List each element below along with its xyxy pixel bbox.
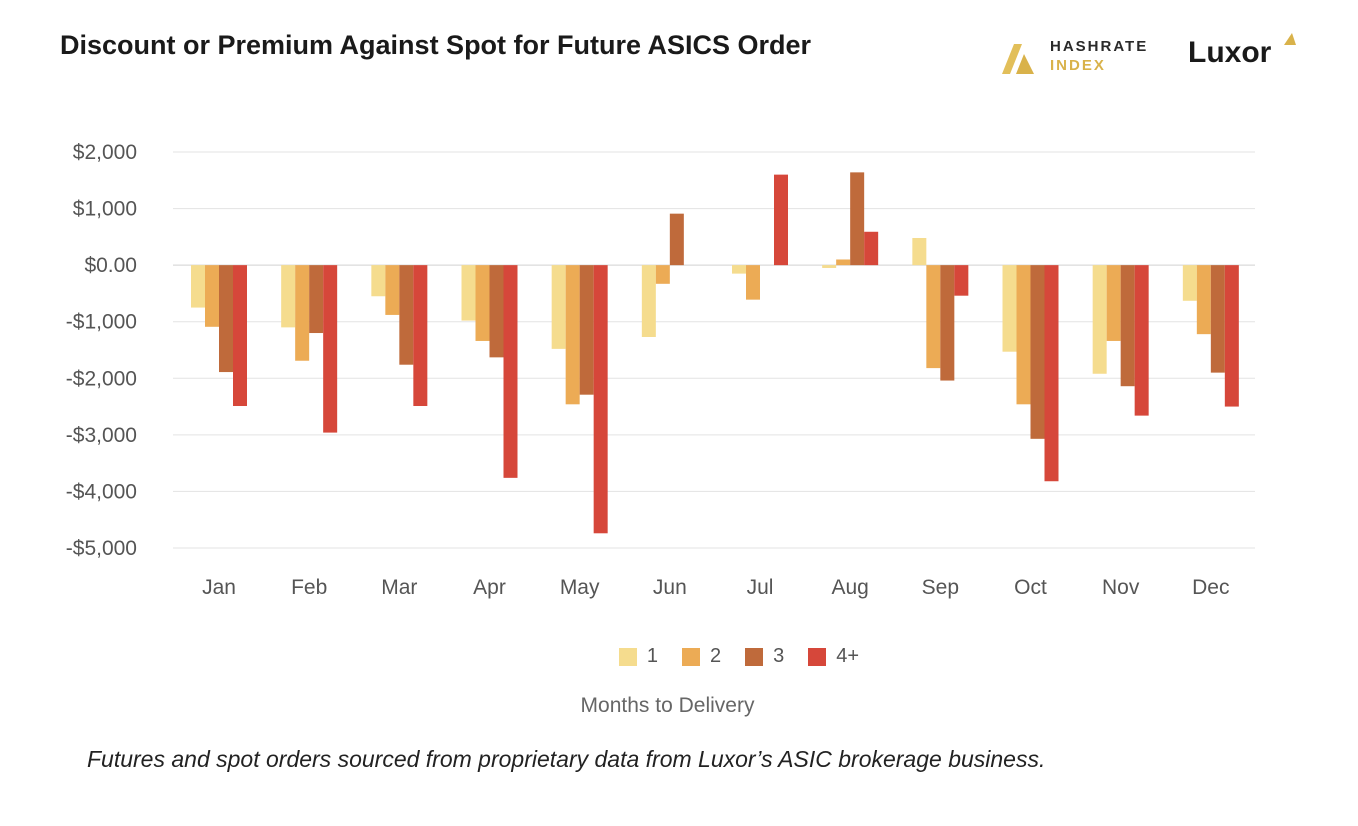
x-tick-label-sep: Sep (922, 576, 959, 599)
x-tick-label-jul: Jul (747, 576, 774, 599)
bar-mar-series-3 (399, 265, 414, 365)
bar-may-series-2 (565, 265, 580, 405)
x-tick-label-dec: Dec (1192, 576, 1229, 599)
index-text: INDEX (1050, 57, 1106, 74)
x-tick-label-nov: Nov (1102, 576, 1140, 599)
bar-nov-series-1 (1092, 265, 1107, 374)
x-tick-label-apr: Apr (473, 576, 506, 599)
source-caption: Futures and spot orders sourced from pro… (87, 746, 1046, 772)
bar-oct-series-2 (1016, 265, 1031, 405)
bar-dec-series-1 (1182, 265, 1197, 301)
bar-jun-series-1 (641, 265, 656, 337)
bar-aug-series-4+ (864, 231, 879, 266)
legend-swatch (618, 647, 637, 666)
legend-item-1: 1 (618, 645, 659, 668)
chart-legend: 1 2 3 4+ (0, 645, 1358, 668)
bar-nov-series-4+ (1134, 265, 1149, 416)
bar-sep-series-2 (926, 265, 941, 369)
bar-may-series-4+ (593, 265, 608, 534)
legend-label: 4+ (836, 645, 860, 667)
y-tick-label: -$4,000 (66, 480, 137, 503)
bar-jan-series-2 (205, 265, 219, 327)
bar-may-series-3 (579, 265, 594, 395)
x-tick-label-aug: Aug (831, 576, 868, 599)
y-tick-label: -$5,000 (66, 537, 137, 560)
legend-swatch (682, 647, 701, 666)
bar-aug-series-2 (836, 259, 851, 266)
x-tick-label-mar: Mar (381, 576, 417, 599)
bar-mar-series-4+ (413, 265, 428, 407)
bar-sep-series-1 (912, 237, 927, 266)
y-tick-label: -$1,000 (66, 311, 137, 334)
legend-label: 3 (773, 645, 785, 667)
luxor-text: Luxor (1188, 36, 1272, 69)
bar-dec-series-2 (1196, 265, 1211, 335)
legend-swatch (808, 647, 827, 666)
x-axis-label: Months to Delivery (580, 694, 755, 717)
bar-mar-series-2 (385, 265, 400, 315)
legend-item-2: 2 (682, 645, 721, 668)
luxor-mark-icon (1284, 33, 1296, 45)
bar-mar-series-1 (371, 265, 386, 297)
bar-may-series-1 (551, 265, 566, 349)
bar-oct-series-4+ (1044, 265, 1059, 482)
hashrate-index-logo: HASHRATE INDEX (1000, 38, 1160, 78)
bar-jun-series-2 (655, 265, 670, 284)
y-tick-label: $1,000 (73, 198, 137, 221)
x-tick-label-oct: Oct (1014, 576, 1047, 599)
bar-aug-series-3 (850, 172, 865, 266)
bar-feb-series-3 (309, 265, 324, 334)
x-tick-label-may: May (560, 576, 600, 599)
bar-jul-series-1 (732, 265, 746, 274)
bar-nov-series-3 (1120, 265, 1135, 387)
y-tick-label: -$3,000 (66, 424, 137, 447)
hashrate-logo-icon (1002, 44, 1034, 74)
bar-jan-series-4+ (233, 265, 247, 407)
bar-feb-series-4+ (323, 265, 338, 433)
bar-sep-series-3 (940, 265, 955, 381)
legend-item-3: 3 (745, 645, 784, 668)
bar-apr-series-1 (461, 265, 476, 321)
y-tick-label: -$2,000 (66, 367, 137, 390)
legend-label: 1 (646, 645, 659, 667)
legend-label: 2 (710, 645, 722, 667)
bar-apr-series-4+ (503, 265, 518, 478)
bar-sep-series-4+ (954, 265, 969, 296)
x-tick-label-jun: Jun (653, 576, 687, 599)
luxor-logo: Luxor (1188, 33, 1308, 76)
bar-aug-series-1 (822, 265, 837, 268)
legend-swatch (745, 647, 764, 666)
bar-oct-series-1 (1002, 265, 1017, 352)
bar-oct-series-3 (1030, 265, 1045, 439)
x-tick-label-feb: Feb (291, 576, 327, 599)
legend-item-4+: 4+ (808, 645, 859, 668)
bar-jul-series-4+ (774, 174, 788, 266)
bar-apr-series-2 (475, 265, 490, 341)
bar-dec-series-4+ (1224, 265, 1239, 407)
chart-title: Discount or Premium Against Spot for Fut… (60, 30, 812, 60)
bar-jun-series-3 (669, 213, 684, 266)
bar-apr-series-3 (489, 265, 504, 358)
bar-jul-series-2 (746, 265, 760, 300)
bar-feb-series-1 (281, 265, 296, 328)
y-tick-label: $0.00 (84, 254, 137, 277)
bar-nov-series-2 (1106, 265, 1121, 341)
hashrate-text: HASHRATE (1050, 38, 1149, 55)
bar-jan-series-3 (219, 265, 233, 373)
y-tick-label: $2,000 (73, 141, 137, 164)
bar-jan-series-1 (191, 265, 205, 308)
bar-dec-series-3 (1210, 265, 1225, 373)
x-tick-label-jan: Jan (202, 576, 236, 599)
bar-feb-series-2 (295, 265, 310, 361)
